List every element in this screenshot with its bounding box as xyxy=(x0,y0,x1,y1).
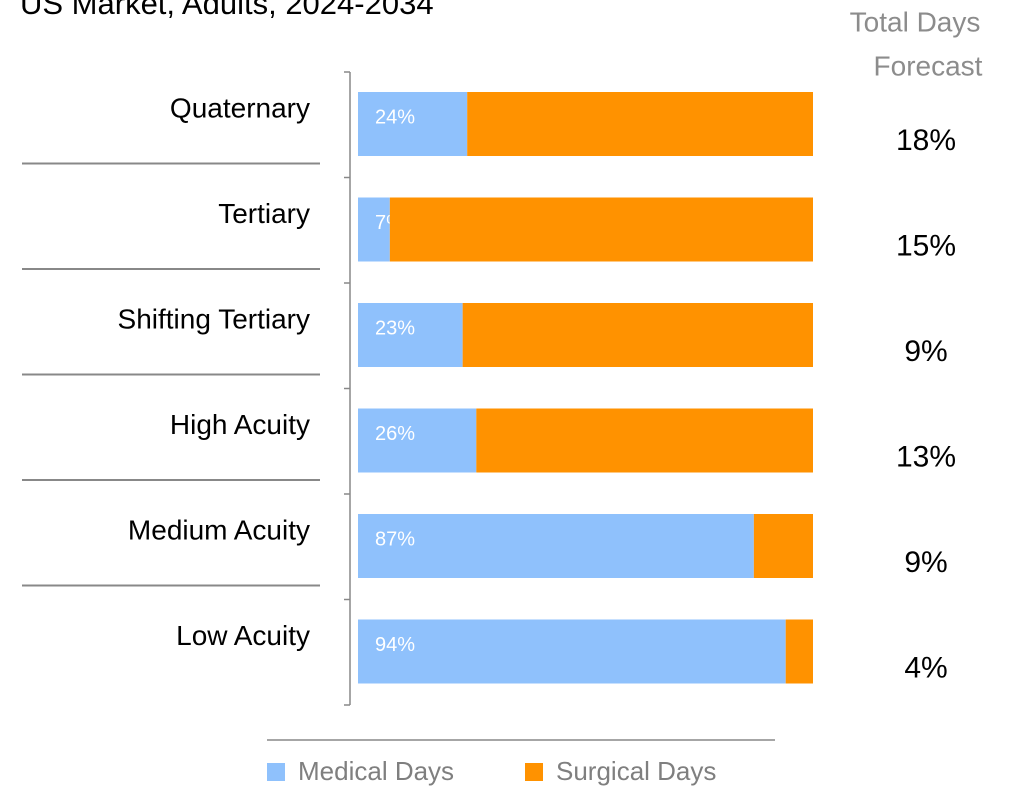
forecast-value: 13% xyxy=(896,440,956,473)
value-label: 23% xyxy=(375,317,415,339)
legend-swatch xyxy=(525,763,543,781)
bar-segment xyxy=(358,619,786,684)
category-label: Quaternary xyxy=(170,92,310,123)
forecast-value: 9% xyxy=(904,335,947,368)
value-label: 24% xyxy=(375,106,415,128)
legend-label: Surgical Days xyxy=(556,756,716,786)
forecast-header: Total Days xyxy=(850,6,981,37)
value-label: 87% xyxy=(375,528,415,550)
bar-segment xyxy=(389,197,813,262)
bar-segment xyxy=(358,303,463,367)
category-label: Tertiary xyxy=(218,198,310,229)
category-label: Medium Acuity xyxy=(128,514,310,545)
forecast-header: Forecast xyxy=(874,50,983,81)
bar-segment xyxy=(753,514,813,578)
category-label: Shifting Tertiary xyxy=(118,303,310,334)
value-label: 26% xyxy=(375,423,415,445)
bar-segment xyxy=(358,408,477,473)
bar-segment xyxy=(462,303,813,367)
category-label: Low Acuity xyxy=(176,620,310,651)
legend-label: Medical Days xyxy=(298,756,454,786)
category-label: High Acuity xyxy=(170,409,310,440)
bar-segment xyxy=(785,619,813,684)
bar-segment xyxy=(358,197,390,262)
chart-title: US Market, Adults, 2024-2034 xyxy=(20,0,434,21)
forecast-value: 15% xyxy=(896,229,956,262)
legend-swatch xyxy=(267,763,285,781)
bar-segment xyxy=(358,514,754,578)
bar-segment xyxy=(476,408,813,473)
forecast-value: 9% xyxy=(904,546,947,579)
bar-segment xyxy=(467,92,813,156)
forecast-value: 4% xyxy=(904,651,947,684)
forecast-value: 18% xyxy=(896,124,956,157)
value-label: 94% xyxy=(375,634,415,656)
bar-segment xyxy=(358,92,468,156)
